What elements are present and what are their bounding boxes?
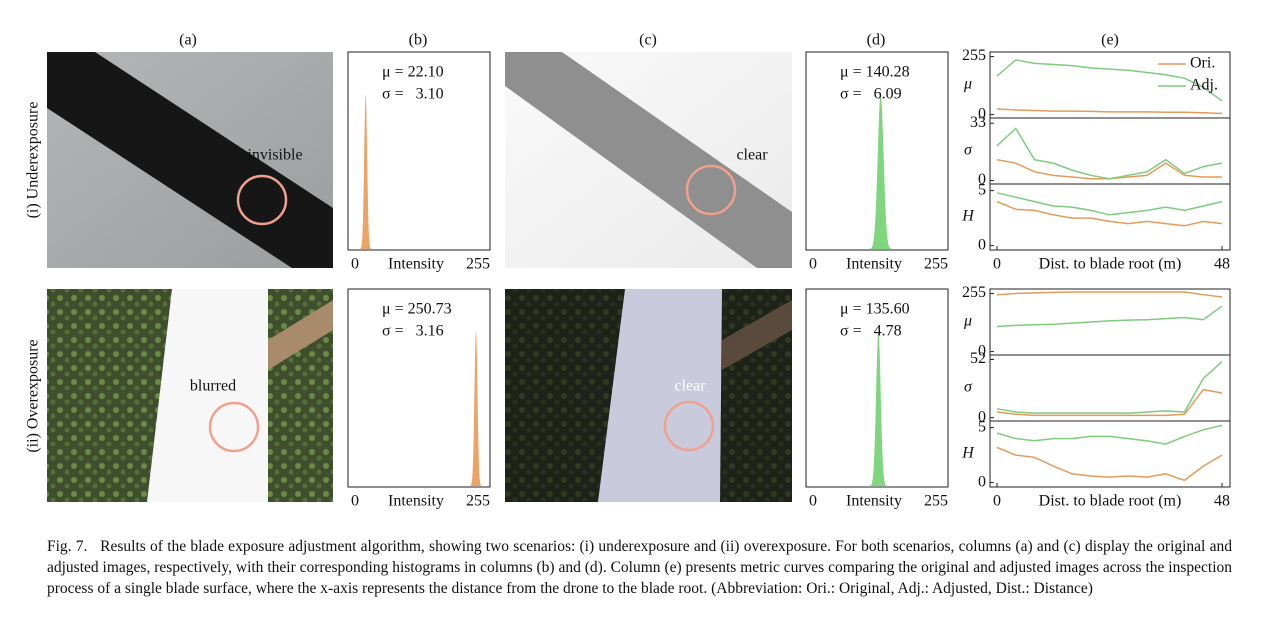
- metric-curve: [996, 291, 1223, 298]
- annotation: clear: [736, 147, 768, 164]
- x-tick-label: 0: [351, 256, 359, 273]
- figure: invisible clear blurred clear (a) (b) (c…: [25, 32, 1231, 510]
- y-tick-label: 255: [962, 47, 986, 64]
- x-axis-label: Dist. to blade root (m): [1039, 256, 1182, 273]
- y-axis-label: μ: [963, 76, 972, 93]
- legend-label: Ori.: [1190, 55, 1215, 72]
- y-axis-label: H: [961, 208, 975, 225]
- y-tick-label: 0: [978, 408, 986, 425]
- x-tick-label: 48: [1214, 493, 1230, 510]
- caption: Fig. 7. Results of the blade exposure ad…: [47, 538, 1236, 597]
- y-tick-label: 0: [978, 473, 986, 490]
- x-tick-label: 0: [809, 256, 817, 273]
- photo-original-over: [47, 289, 333, 502]
- y-tick-label: 255: [962, 284, 986, 301]
- histogram-std: σ = 4.78: [840, 323, 902, 340]
- y-tick-label: 52: [970, 350, 986, 367]
- x-axis-label: Intensity: [388, 493, 444, 510]
- y-axis-label: σ: [964, 142, 973, 159]
- column-label: (b): [409, 32, 428, 49]
- metric-frame: [989, 117, 1231, 185]
- column-label: (a): [179, 32, 197, 49]
- x-axis-label: Intensity: [846, 256, 902, 273]
- metric-frame: [989, 354, 1231, 422]
- column-label: (d): [867, 32, 886, 49]
- histogram-frame: [347, 51, 491, 251]
- histogram: [469, 331, 483, 486]
- x-tick-label: 255: [466, 256, 490, 273]
- x-tick-label: 0: [993, 493, 1001, 510]
- histogram-mean: μ = 135.60: [840, 301, 910, 318]
- histogram: [868, 94, 893, 249]
- column-label: (e): [1101, 32, 1119, 49]
- metric-curve: [996, 446, 1223, 482]
- x-axis-label: Intensity: [388, 256, 444, 273]
- histogram-mean: μ = 22.10: [382, 64, 444, 81]
- metric-frame: [989, 288, 1231, 356]
- metric-curve: [996, 388, 1223, 417]
- x-tick-label: 255: [466, 493, 490, 510]
- legend-label: Adj.: [1190, 77, 1218, 94]
- histogram-frame: [347, 288, 491, 488]
- row-label: (ii) Overexposure: [25, 339, 42, 452]
- x-axis-label: Intensity: [846, 493, 902, 510]
- row-label: (i) Underexposure: [25, 102, 42, 219]
- column-label: (c): [639, 32, 657, 49]
- y-axis-label: μ: [963, 313, 972, 330]
- x-tick-label: 48: [1214, 256, 1230, 273]
- histogram-std: σ = 3.10: [382, 86, 444, 103]
- histogram-std: σ = 6.09: [840, 86, 902, 103]
- y-tick-label: 5: [978, 418, 986, 435]
- histogram: [359, 94, 372, 249]
- highlight-circles: [208, 164, 737, 453]
- histogram-std: σ = 3.16: [382, 323, 444, 340]
- y-axis-label: H: [961, 445, 975, 462]
- metric-curve: [996, 200, 1223, 227]
- y-tick-label: 0: [978, 105, 986, 122]
- histogram-mean: μ = 250.73: [382, 301, 452, 318]
- histogram-mean: μ = 140.28: [840, 64, 910, 81]
- metric-curve: [996, 192, 1223, 216]
- y-tick-label: 0: [978, 171, 986, 188]
- metric-curve: [996, 305, 1223, 328]
- metric-curve: [996, 59, 1223, 102]
- x-tick-label: 0: [351, 493, 359, 510]
- y-tick-label: 0: [978, 342, 986, 359]
- metric-curve: [996, 108, 1223, 115]
- histogram: [869, 331, 888, 486]
- photo-adjusted-under: [505, 52, 792, 268]
- metric-curve: [996, 361, 1223, 414]
- photo-original-under: [47, 52, 333, 268]
- photo-adjusted-over: [505, 289, 792, 502]
- x-tick-label: 0: [993, 256, 1001, 273]
- metric-curve: [996, 424, 1223, 445]
- y-tick-label: 5: [978, 181, 986, 198]
- metric-curve: [996, 127, 1223, 180]
- x-tick-label: 255: [924, 493, 948, 510]
- annotation: invisible: [247, 147, 302, 164]
- y-tick-label: 0: [978, 236, 986, 253]
- annotation: clear: [674, 378, 706, 395]
- x-axis-label: Dist. to blade root (m): [1039, 493, 1182, 510]
- y-axis-label: σ: [964, 379, 973, 396]
- x-tick-label: 255: [924, 256, 948, 273]
- x-tick-label: 0: [809, 493, 817, 510]
- annotation: blurred: [190, 378, 236, 395]
- metric-frame: [989, 183, 1231, 251]
- y-tick-label: 33: [970, 114, 986, 131]
